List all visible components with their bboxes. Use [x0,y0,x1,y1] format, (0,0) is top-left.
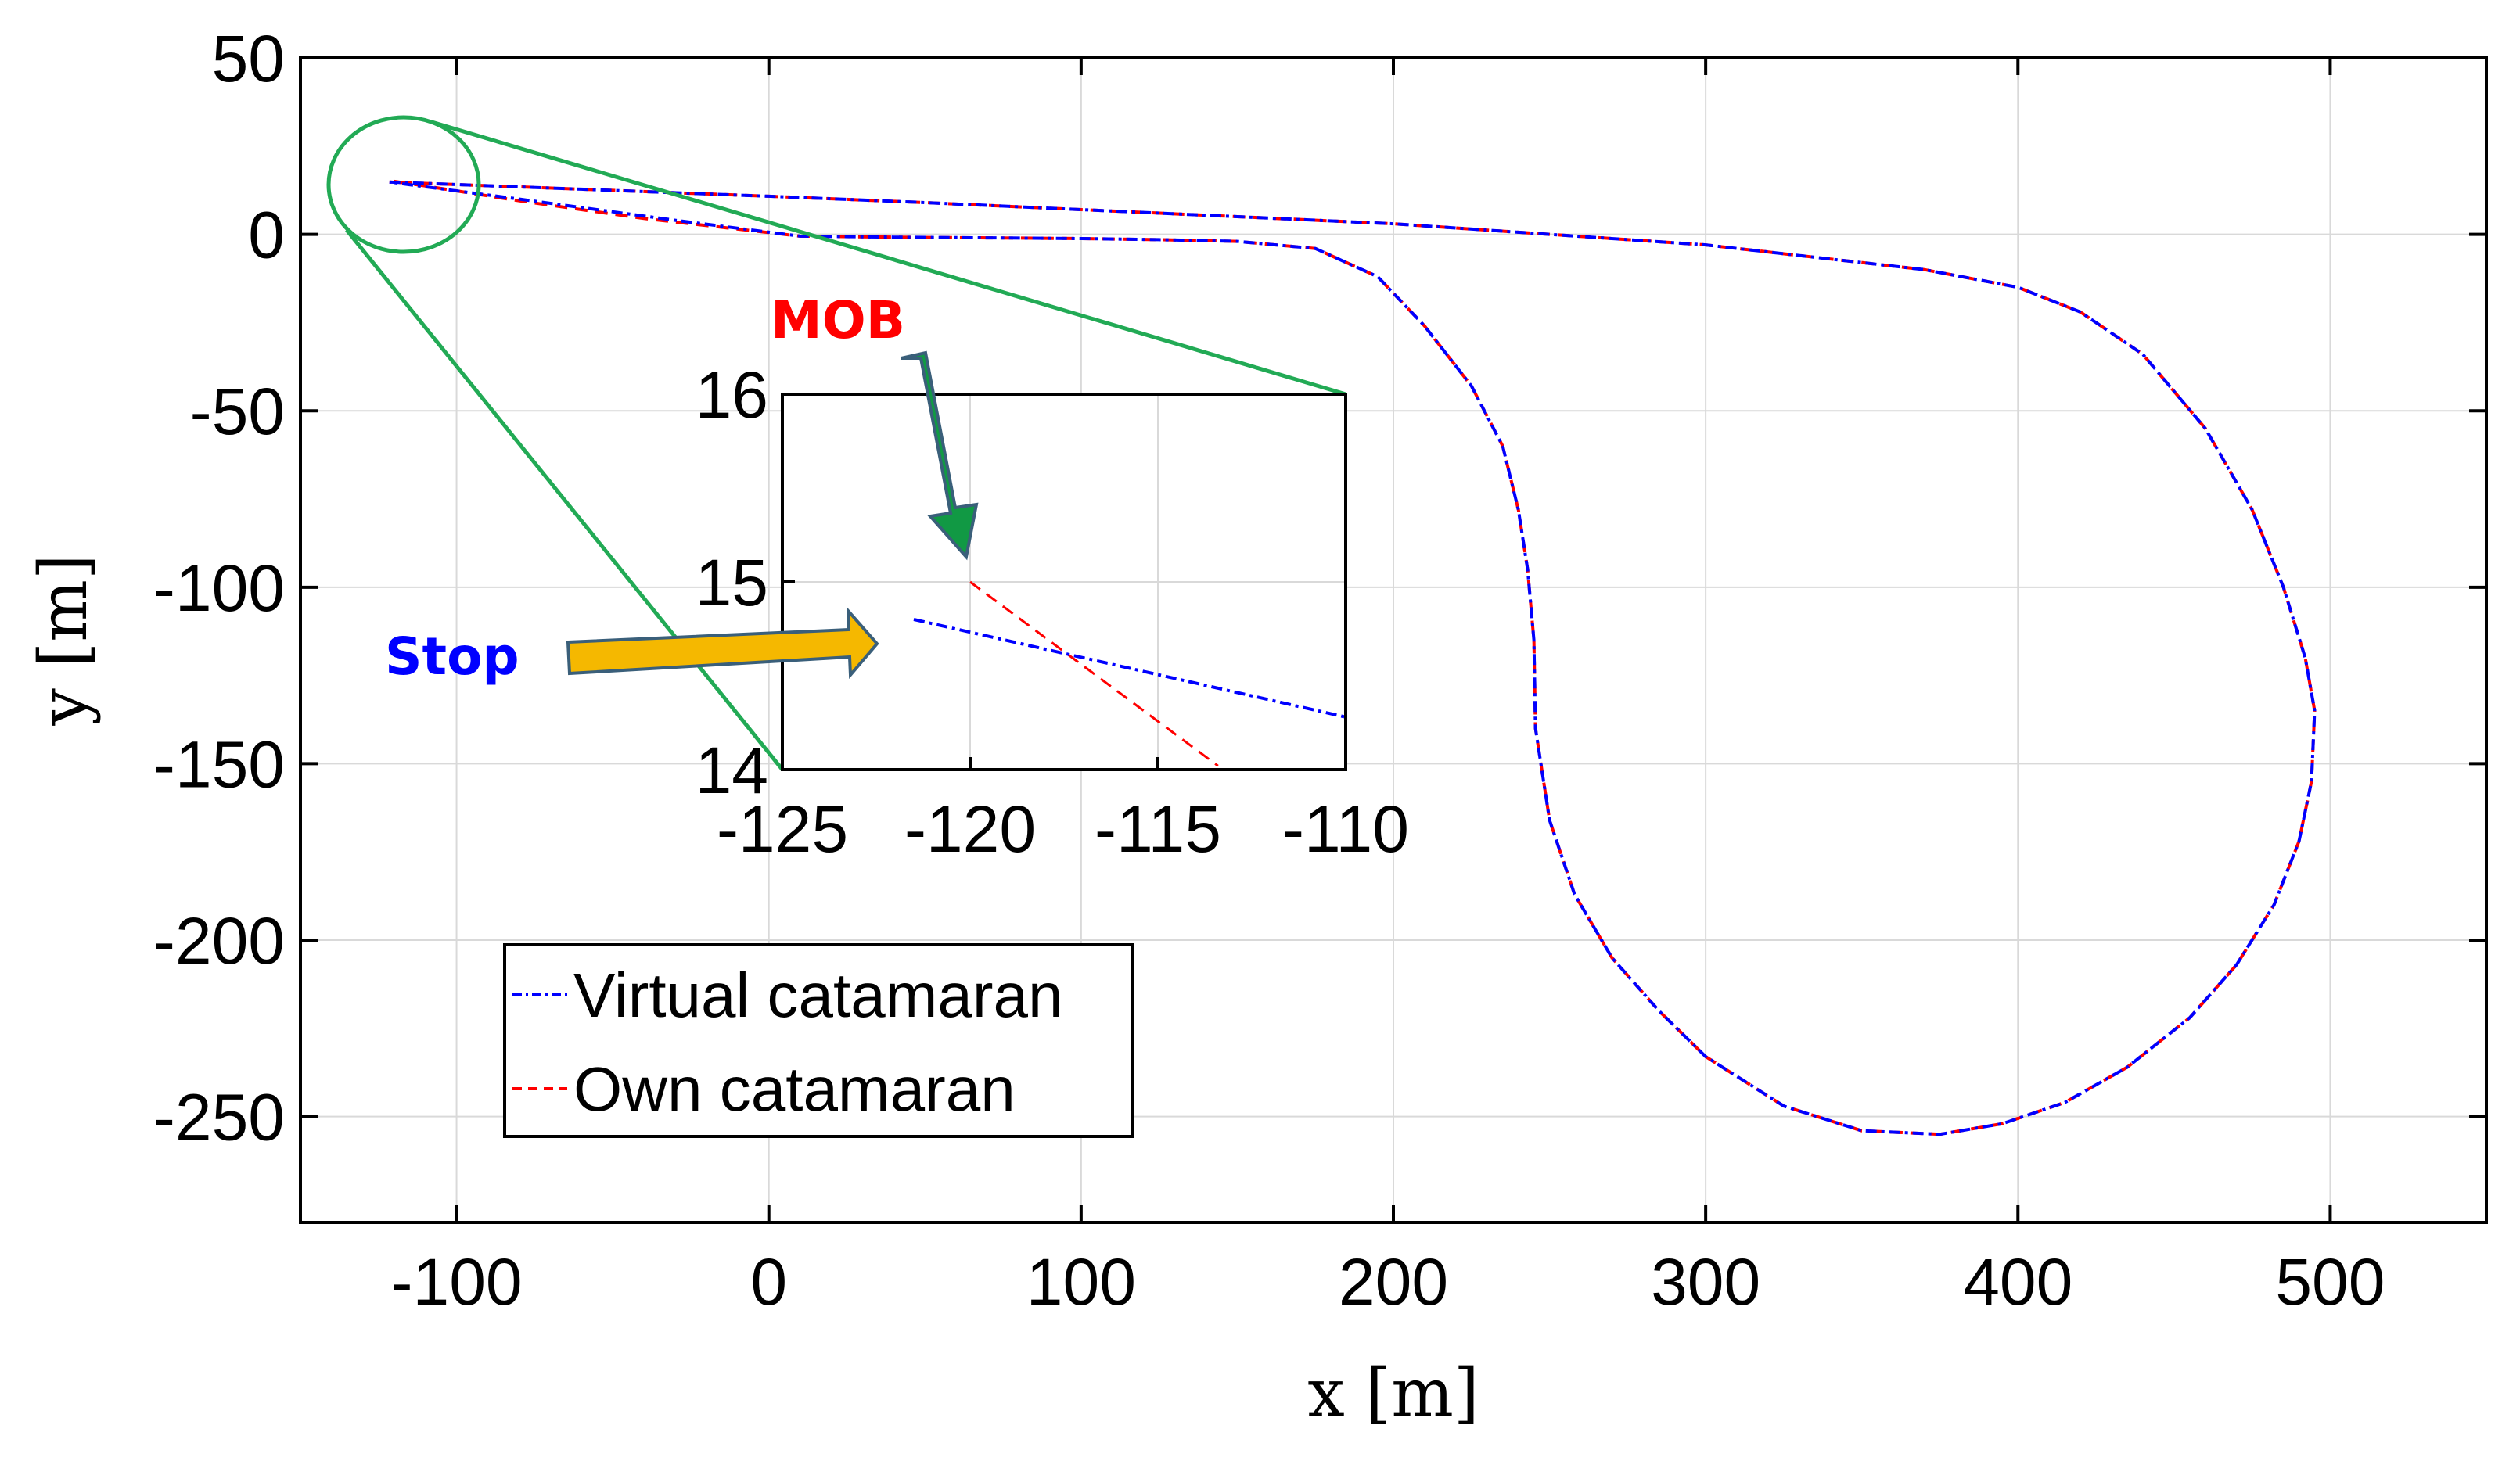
mob-annotation: MOB [771,290,979,561]
legend-box [503,943,1134,1138]
x-axis-label: x [m] [1307,1355,1479,1431]
virtual-catamaran-path [389,180,2317,1136]
main-tick-labels: -100 0 100 200 300 400 500500-50-100-150-200-2… [153,22,2385,1319]
legend-label-own: Own catamaran [573,1054,1016,1124]
x-tick-label: 100 [1026,1245,1136,1319]
inset-x-tick-label: -125 [717,792,848,866]
zoom-circle [326,115,481,254]
x-tick-label: 0 [750,1245,787,1319]
inset-y-tick-label: 14 [696,734,768,807]
x-tick-label: 200 [1339,1245,1448,1319]
inset-x-tick-label: -120 [904,792,1036,866]
y-tick-label: -50 [190,375,285,448]
main-ticks [300,56,2486,1222]
stop-label: Stop [385,626,519,687]
y-tick-label: -100 [153,551,285,625]
inset-tick-labels: -125 -120 -115 -110 16 15 14 [696,358,1409,866]
y-tick-label: -250 [153,1081,285,1154]
y-tick-label: 50 [212,22,285,95]
inset-x-tick-label: -110 [1282,792,1409,866]
stop-annotation: Stop [385,607,879,687]
stop-arrow [566,607,879,680]
inset-virtual-catamaran-path [913,618,1346,719]
inset-x-tick-label: -115 [1095,792,1221,866]
y-tick-label: -200 [153,904,285,978]
inset-y-tick-label: 16 [696,358,768,432]
x-tick-label: -100 [391,1245,523,1319]
main-series-group [389,179,2317,1136]
mob-label: MOB [771,290,905,350]
zoom-callout [326,115,1346,771]
x-tick-label: 400 [1963,1245,2072,1319]
x-tick-label: 500 [2275,1245,2385,1319]
inset-ticks [781,393,1347,771]
legend: Virtual catamaran Own catamaran [503,943,1134,1138]
inset-series-group [913,580,1346,767]
zoom-line-bottom [345,228,784,771]
mob-arrow [901,350,979,561]
inset-own-catamaran-path [969,580,1219,767]
legend-label-virtual: Virtual catamaran [573,960,1063,1030]
x-tick-label: 300 [1651,1245,1760,1319]
y-axis-label: y [m] [25,554,102,726]
main-grid [300,57,2486,1222]
own-catamaran-path [389,179,2317,1136]
zoom-line-top [431,120,1346,397]
y-tick-label: 0 [248,199,285,272]
inset-y-tick-label: 15 [696,546,768,619]
y-tick-label: -150 [153,727,285,801]
